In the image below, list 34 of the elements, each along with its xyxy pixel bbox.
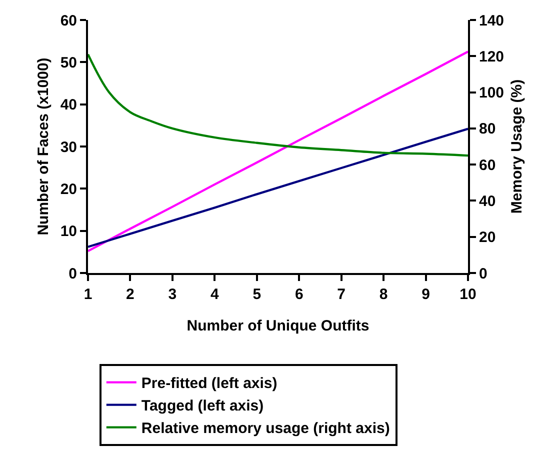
x-tick-label: 1 (84, 286, 92, 303)
y2-tick-label: 140 (479, 12, 504, 30)
line-series (88, 50, 468, 252)
y-axis-title: Number of Faces (x1000) (35, 58, 52, 236)
y-tick-label: 50 (60, 54, 77, 72)
y2-tick-label: 80 (479, 120, 496, 138)
y2-tick-label: 120 (479, 48, 504, 66)
x-axis-title: Number of Unique Outfits (186, 318, 370, 334)
y-tick-label: 40 (60, 96, 77, 114)
x-tick-label: 5 (252, 286, 262, 303)
x-tick-label: 8 (379, 286, 388, 303)
y2-tick-label: 0 (479, 265, 488, 282)
y-tick-label: 10 (60, 223, 77, 240)
y2-axis-title: Memory Usage (%) (508, 79, 526, 214)
x-tick-label: 7 (337, 286, 346, 303)
legend-label: Tagged (left axis) (141, 398, 264, 415)
y-tick-label: 30 (60, 138, 77, 156)
x-tick-label: 2 (126, 286, 134, 303)
legend-label: Relative memory usage (right axis) (141, 420, 390, 438)
x-tick-label: 10 (460, 286, 476, 303)
y-tick-label: 20 (60, 180, 77, 198)
line-series (88, 53, 468, 157)
x-tick-label: 4 (210, 286, 220, 303)
x-tick-label: 3 (168, 286, 177, 303)
y2-tick-label: 40 (479, 192, 496, 210)
x-tick-label: 9 (422, 286, 430, 303)
x-tick-label: 6 (294, 286, 304, 303)
y2-tick-label: 20 (479, 229, 496, 246)
y2-tick-label: 100 (479, 84, 504, 102)
y2-tick-label: 60 (479, 156, 496, 174)
legend-label: Pre-fitted (left axis) (141, 375, 278, 392)
y-tick-label: 0 (68, 265, 77, 282)
line-series (88, 128, 468, 248)
y-tick-label: 60 (60, 12, 77, 30)
